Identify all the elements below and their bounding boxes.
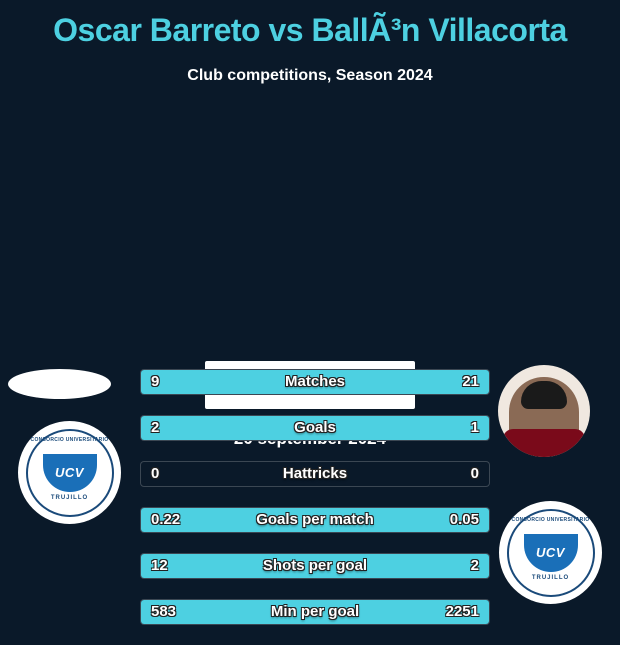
stat-value-right: 2251 <box>446 600 479 624</box>
stat-row: Matches9 21 <box>140 369 490 395</box>
stat-value-left: 0 <box>151 462 159 486</box>
player-right-avatar <box>498 365 590 457</box>
stat-value-left: 9 <box>151 370 159 394</box>
comparison-body: CONSORCIO UNIVERSITARIO UCV TRUJILLO CON… <box>0 361 620 449</box>
club-badge-right: CONSORCIO UNIVERSITARIO UCV TRUJILLO <box>499 501 602 604</box>
stat-value-left: 2 <box>151 416 159 440</box>
stats-bars: Matches921Goals21Hattricks00Goals per ma… <box>140 369 490 645</box>
stat-value-right: 0.05 <box>450 508 479 532</box>
ucv-badge-icon: CONSORCIO UNIVERSITARIO UCV TRUJILLO <box>26 429 114 517</box>
stat-value-right: 21 <box>462 370 479 394</box>
stat-label: Hattricks <box>141 462 489 486</box>
stat-label: Matches <box>141 370 489 394</box>
stat-label: Min per goal <box>141 600 489 624</box>
stat-label: Goals <box>141 416 489 440</box>
badge-text: UCV <box>43 454 97 492</box>
stat-value-left: 583 <box>151 600 176 624</box>
badge-text: UCV <box>524 534 578 572</box>
stat-row: Hattricks0 0 <box>140 461 490 487</box>
badge-ring-top: CONSORCIO UNIVERSITARIO <box>512 517 590 523</box>
player-left-avatar <box>8 369 111 399</box>
stat-row: Goals2 1 <box>140 415 490 441</box>
badge-ring-top: CONSORCIO UNIVERSITARIO <box>31 437 109 443</box>
stat-row: Goals per match0.22 0.05 <box>140 507 490 533</box>
stat-value-left: 12 <box>151 554 168 578</box>
stat-label: Goals per match <box>141 508 489 532</box>
badge-ring-bottom: TRUJILLO <box>51 495 88 501</box>
stat-value-left: 0.22 <box>151 508 180 532</box>
comparison-title: Oscar Barreto vs BallÃ³n Villacorta <box>0 0 620 49</box>
stat-row: Shots per goal12 2 <box>140 553 490 579</box>
ucv-badge-icon: CONSORCIO UNIVERSITARIO UCV TRUJILLO <box>507 509 595 597</box>
stat-label: Shots per goal <box>141 554 489 578</box>
stat-value-right: 2 <box>471 554 479 578</box>
stat-value-right: 1 <box>471 416 479 440</box>
stat-value-right: 0 <box>471 462 479 486</box>
stat-row: Min per goal583 2251 <box>140 599 490 625</box>
comparison-subtitle: Club competitions, Season 2024 <box>0 67 620 85</box>
club-badge-left: CONSORCIO UNIVERSITARIO UCV TRUJILLO <box>18 421 121 524</box>
player-right-silhouette-icon <box>509 377 579 457</box>
